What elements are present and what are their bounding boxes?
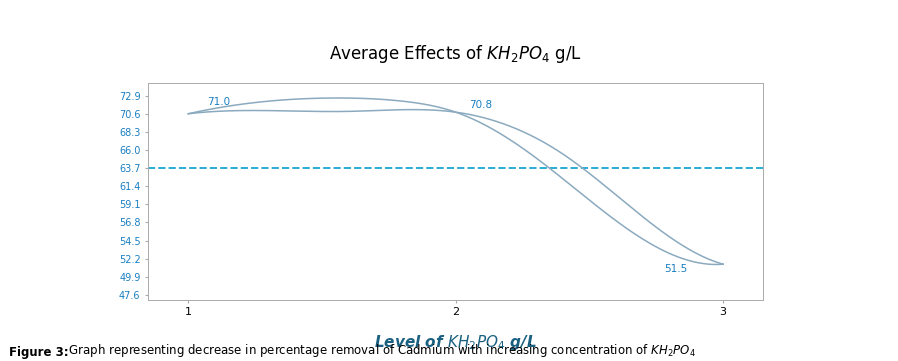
Text: Graph representing decrease in percentage removal of Cadmium with increasing con: Graph representing decrease in percentag…	[65, 342, 696, 359]
Text: Average Effects of $KH_2PO_4$ g/L: Average Effects of $KH_2PO_4$ g/L	[330, 43, 582, 65]
Text: Level of $KH_2PO_4$ g/L: Level of $KH_2PO_4$ g/L	[374, 333, 537, 352]
Text: Figure 3:: Figure 3:	[9, 346, 68, 359]
Text: 51.5: 51.5	[665, 264, 688, 274]
Text: 70.8: 70.8	[469, 100, 492, 110]
Text: 71.0: 71.0	[207, 97, 230, 108]
